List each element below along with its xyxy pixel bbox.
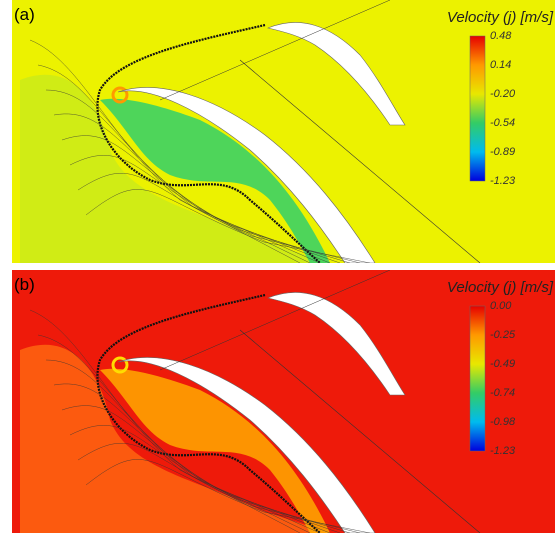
contour-line (29, 309, 301, 533)
colorbar (469, 35, 486, 182)
colorbar-tick-label: -0.98 (490, 416, 516, 428)
contour-line (77, 443, 361, 533)
contour-line (77, 173, 361, 263)
colorbar-title: Velocity (j) [m/s] (447, 9, 554, 26)
colorbar-tick-label: -0.89 (490, 146, 515, 158)
panel-label: (a) (14, 5, 35, 24)
panel-label: (b) (14, 275, 35, 294)
blade (117, 357, 376, 533)
shock-line (96, 293, 321, 533)
panel: (a) Velocity (j) [m/s] 0.48 0.14 -0.20 -0.54 -… (12, 0, 555, 263)
contour-plot (12, 0, 555, 263)
contour-region (20, 344, 330, 533)
colorbar (469, 305, 486, 452)
shock-line (96, 23, 321, 263)
contour-line (85, 189, 371, 263)
contour-line (69, 425, 351, 533)
contour-ring (111, 356, 129, 374)
contour-content (12, 0, 555, 263)
blade (267, 22, 406, 126)
colorbar-title: Velocity (j) [m/s] (447, 279, 554, 296)
colorbar-tick-label: 0.48 (490, 30, 512, 42)
colorbar-tick-label: -0.20 (490, 88, 516, 100)
contour-line (85, 459, 371, 533)
colorbar-tick-label: 0.14 (490, 59, 511, 71)
colorbar-tick-label: 0.00 (490, 300, 512, 312)
thin-line (159, 0, 391, 101)
contour-line (61, 405, 341, 533)
contour-plot (12, 270, 555, 533)
panel: (b) Velocity (j) [m/s] 0.00 -0.25 -0.49 -0.74… (12, 270, 555, 533)
contour-line (69, 155, 351, 263)
colorbar-tick-label: -0.25 (490, 329, 516, 341)
thin-line (239, 59, 481, 263)
contour-line (45, 359, 321, 533)
contour-region (100, 98, 330, 263)
contour-region (100, 368, 330, 533)
thin-line (239, 329, 481, 533)
contour-line (45, 89, 321, 263)
colorbar-tick-label: -1.23 (490, 445, 516, 457)
colorbar-tick-label: -0.54 (490, 117, 515, 129)
contour-line (29, 39, 301, 263)
contour-region (20, 74, 330, 263)
blade (267, 292, 406, 396)
contour-line (61, 135, 341, 263)
contour-line (37, 64, 311, 263)
colorbar-tick-label: -0.49 (490, 358, 515, 370)
contour-line (37, 334, 311, 533)
contour-content (12, 270, 555, 533)
colorbar-tick-label: -1.23 (490, 175, 516, 187)
thin-line (159, 270, 391, 371)
contour-ring (111, 86, 129, 104)
blade (117, 87, 376, 263)
colorbar-tick-label: -0.74 (490, 387, 515, 399)
